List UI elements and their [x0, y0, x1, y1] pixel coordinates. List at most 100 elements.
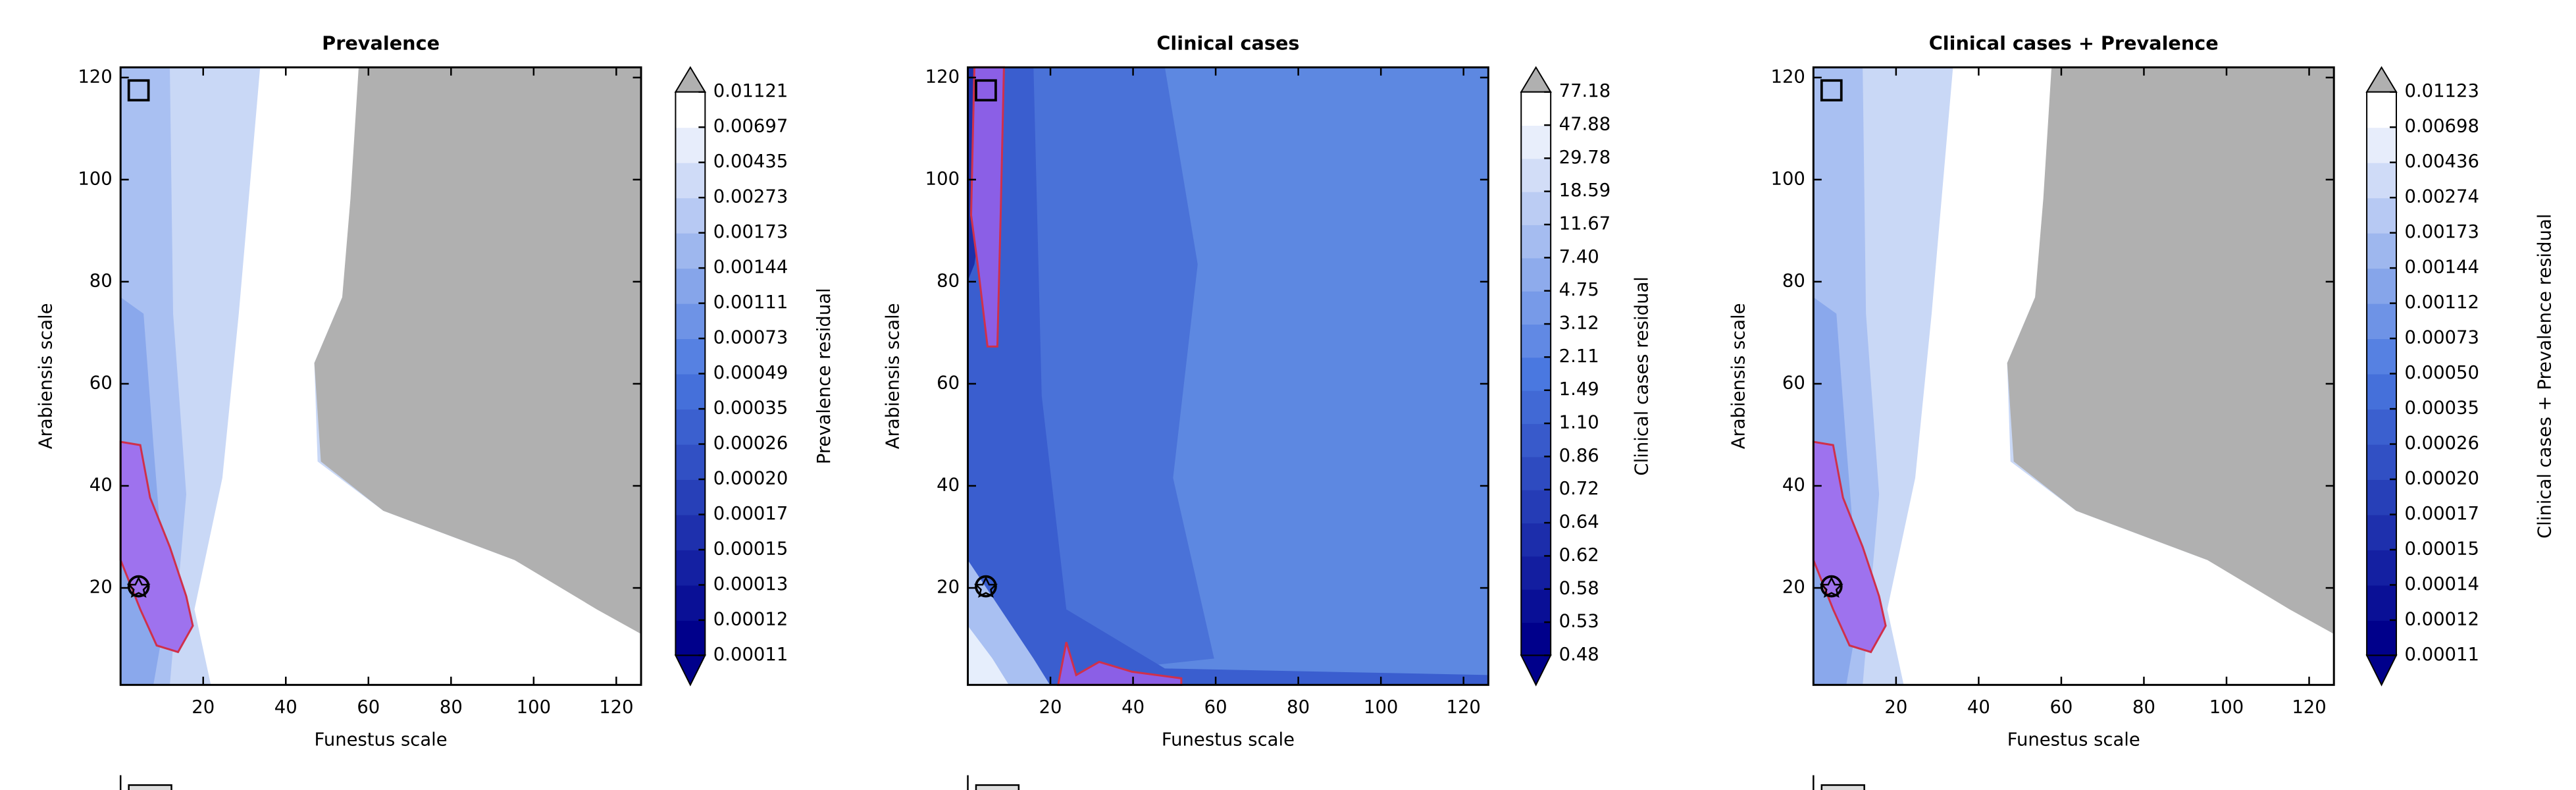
colorbar-bin — [675, 303, 706, 340]
colorbar-tick-label: 0.72 — [1559, 479, 1599, 499]
colorbar-bin — [2367, 479, 2396, 515]
colorbar-tick-label: 0.00015 — [2404, 539, 2479, 559]
colorbar-bin — [675, 585, 706, 621]
colorbar-tick-label: 0.00014 — [2404, 574, 2479, 594]
colorbar-bin — [675, 409, 706, 445]
colorbar-extend — [1520, 66, 1552, 93]
y-tick-label: 120 — [925, 66, 960, 87]
colorbar-bin — [2367, 549, 2396, 586]
colorbar-tick-label: 0.00049 — [713, 363, 788, 383]
colorbar-tick-label: 0.00011 — [713, 645, 788, 665]
colorbar-extend — [674, 66, 707, 93]
colorbar-tick-label: 18.59 — [1559, 180, 1611, 201]
x-tick-label: 40 — [1121, 697, 1145, 718]
colorbar-tick-label: 3.12 — [1559, 313, 1599, 334]
colorbar-bin — [2367, 303, 2396, 340]
axes-frame — [1812, 66, 2335, 686]
colorbar-bin — [1521, 523, 1551, 557]
colorbar-tick-label: 0.00035 — [2404, 398, 2479, 419]
contour-field — [119, 67, 642, 685]
colorbar-bin — [675, 92, 706, 128]
colorbar-bin — [2367, 162, 2396, 199]
colorbar-tick-label: 0.01123 — [2404, 81, 2479, 101]
x-tick-label: 80 — [440, 697, 463, 718]
colorbar-bin — [1521, 390, 1551, 425]
colorbar-bin — [675, 444, 706, 481]
colorbar-tick-label: 0.00026 — [2404, 433, 2479, 454]
y-tick-label: 60 — [90, 373, 113, 393]
axes-frame — [119, 66, 642, 686]
colorbar-tick-label: 0.53 — [1559, 612, 1599, 632]
y-tick-label: 100 — [925, 169, 960, 189]
colorbar-tick-label: 0.00698 — [2404, 117, 2479, 137]
chart-title: Clinical cases — [1156, 32, 1299, 54]
colorbar-tick-label: 0.00436 — [2404, 151, 2479, 172]
y-axis-label: Arabiensis scale — [883, 303, 904, 449]
colorbar-bin — [2367, 409, 2396, 445]
colorbar-bin — [675, 514, 706, 550]
y-tick-label: 80 — [1782, 271, 1805, 291]
colorbar-tick-label: 0.58 — [1559, 578, 1599, 598]
colorbar-bin — [675, 373, 706, 410]
colorbar-bin — [1521, 324, 1551, 358]
contour-field — [1812, 67, 2334, 685]
colorbar-bin — [2367, 268, 2396, 304]
colorbar-tick-label: 0.00012 — [713, 609, 788, 629]
colorbar-tick-label: 0.00274 — [2404, 187, 2479, 207]
colorbar-bin — [2367, 92, 2396, 128]
x-tick-label: 20 — [1884, 697, 1907, 718]
colorbar-bin — [675, 162, 706, 199]
colorbar-tick-label: 29.78 — [1559, 147, 1611, 168]
colorbar-bin — [2367, 232, 2396, 269]
colorbar-tick-label: 0.00020 — [2404, 469, 2479, 489]
colorbar-bin — [675, 232, 706, 269]
colorbar-tick-label: 77.18 — [1559, 81, 1611, 101]
x-tick-label: 100 — [517, 697, 551, 718]
chart-title: Prevalence — [322, 32, 440, 54]
colorbar-tick-label: 2.11 — [1559, 346, 1599, 367]
colorbar-bin — [1521, 290, 1551, 325]
colorbar-label: Clinical cases + Prevalence residual — [2535, 214, 2556, 539]
colorbar-bin — [1521, 456, 1551, 490]
colorbar-bin — [1521, 556, 1551, 590]
colorbar-bin — [1521, 257, 1551, 292]
colorbar-tick-label: 0.00017 — [713, 504, 788, 524]
legend-stub — [119, 775, 1865, 790]
colorbar-bin — [2367, 127, 2396, 163]
y-tick-label: 40 — [937, 475, 960, 495]
colorbar-bin — [675, 549, 706, 586]
colorbar-tick-label: 0.00017 — [2404, 504, 2479, 524]
colorbar-tick-label: 0.00035 — [713, 398, 788, 419]
colorbar-bin — [1521, 191, 1551, 226]
colorbar-tick-label: 11.67 — [1559, 214, 1611, 234]
colorbar-extend — [2365, 66, 2398, 93]
colorbar-tick-label: 0.00020 — [713, 469, 788, 489]
x-tick-label: 40 — [274, 697, 297, 718]
colorbar-bin — [675, 198, 706, 234]
axes-frame — [967, 66, 1489, 686]
colorbar-bin — [1521, 125, 1551, 159]
colorbar-bin — [675, 338, 706, 375]
colorbar-bin — [1521, 92, 1551, 126]
x-tick-label: 120 — [1447, 697, 1481, 718]
y-tick-label: 80 — [937, 271, 960, 291]
colorbar-tick-label: 0.00111 — [713, 292, 788, 313]
colorbar-tick-label: 0.00015 — [713, 539, 788, 559]
colorbar-bin — [675, 619, 706, 656]
colorbar-bin — [2367, 338, 2396, 375]
colorbar-tick-label: 1.49 — [1559, 379, 1599, 400]
contour-field — [967, 66, 1489, 686]
x-tick-label: 100 — [1364, 697, 1398, 718]
x-tick-label: 20 — [192, 697, 215, 718]
colorbar-tick-label: 0.00435 — [713, 151, 788, 172]
x-tick-label: 60 — [357, 697, 380, 718]
colorbar-tick-label: 0.62 — [1559, 545, 1599, 566]
colorbar-tick-label: 0.00013 — [713, 574, 788, 594]
colorbar-bin — [1521, 357, 1551, 391]
x-tick-label: 120 — [2292, 697, 2326, 718]
y-tick-label: 40 — [90, 475, 113, 495]
colorbar-tick-label: 0.00697 — [713, 117, 788, 137]
colorbar-bin — [675, 268, 706, 304]
